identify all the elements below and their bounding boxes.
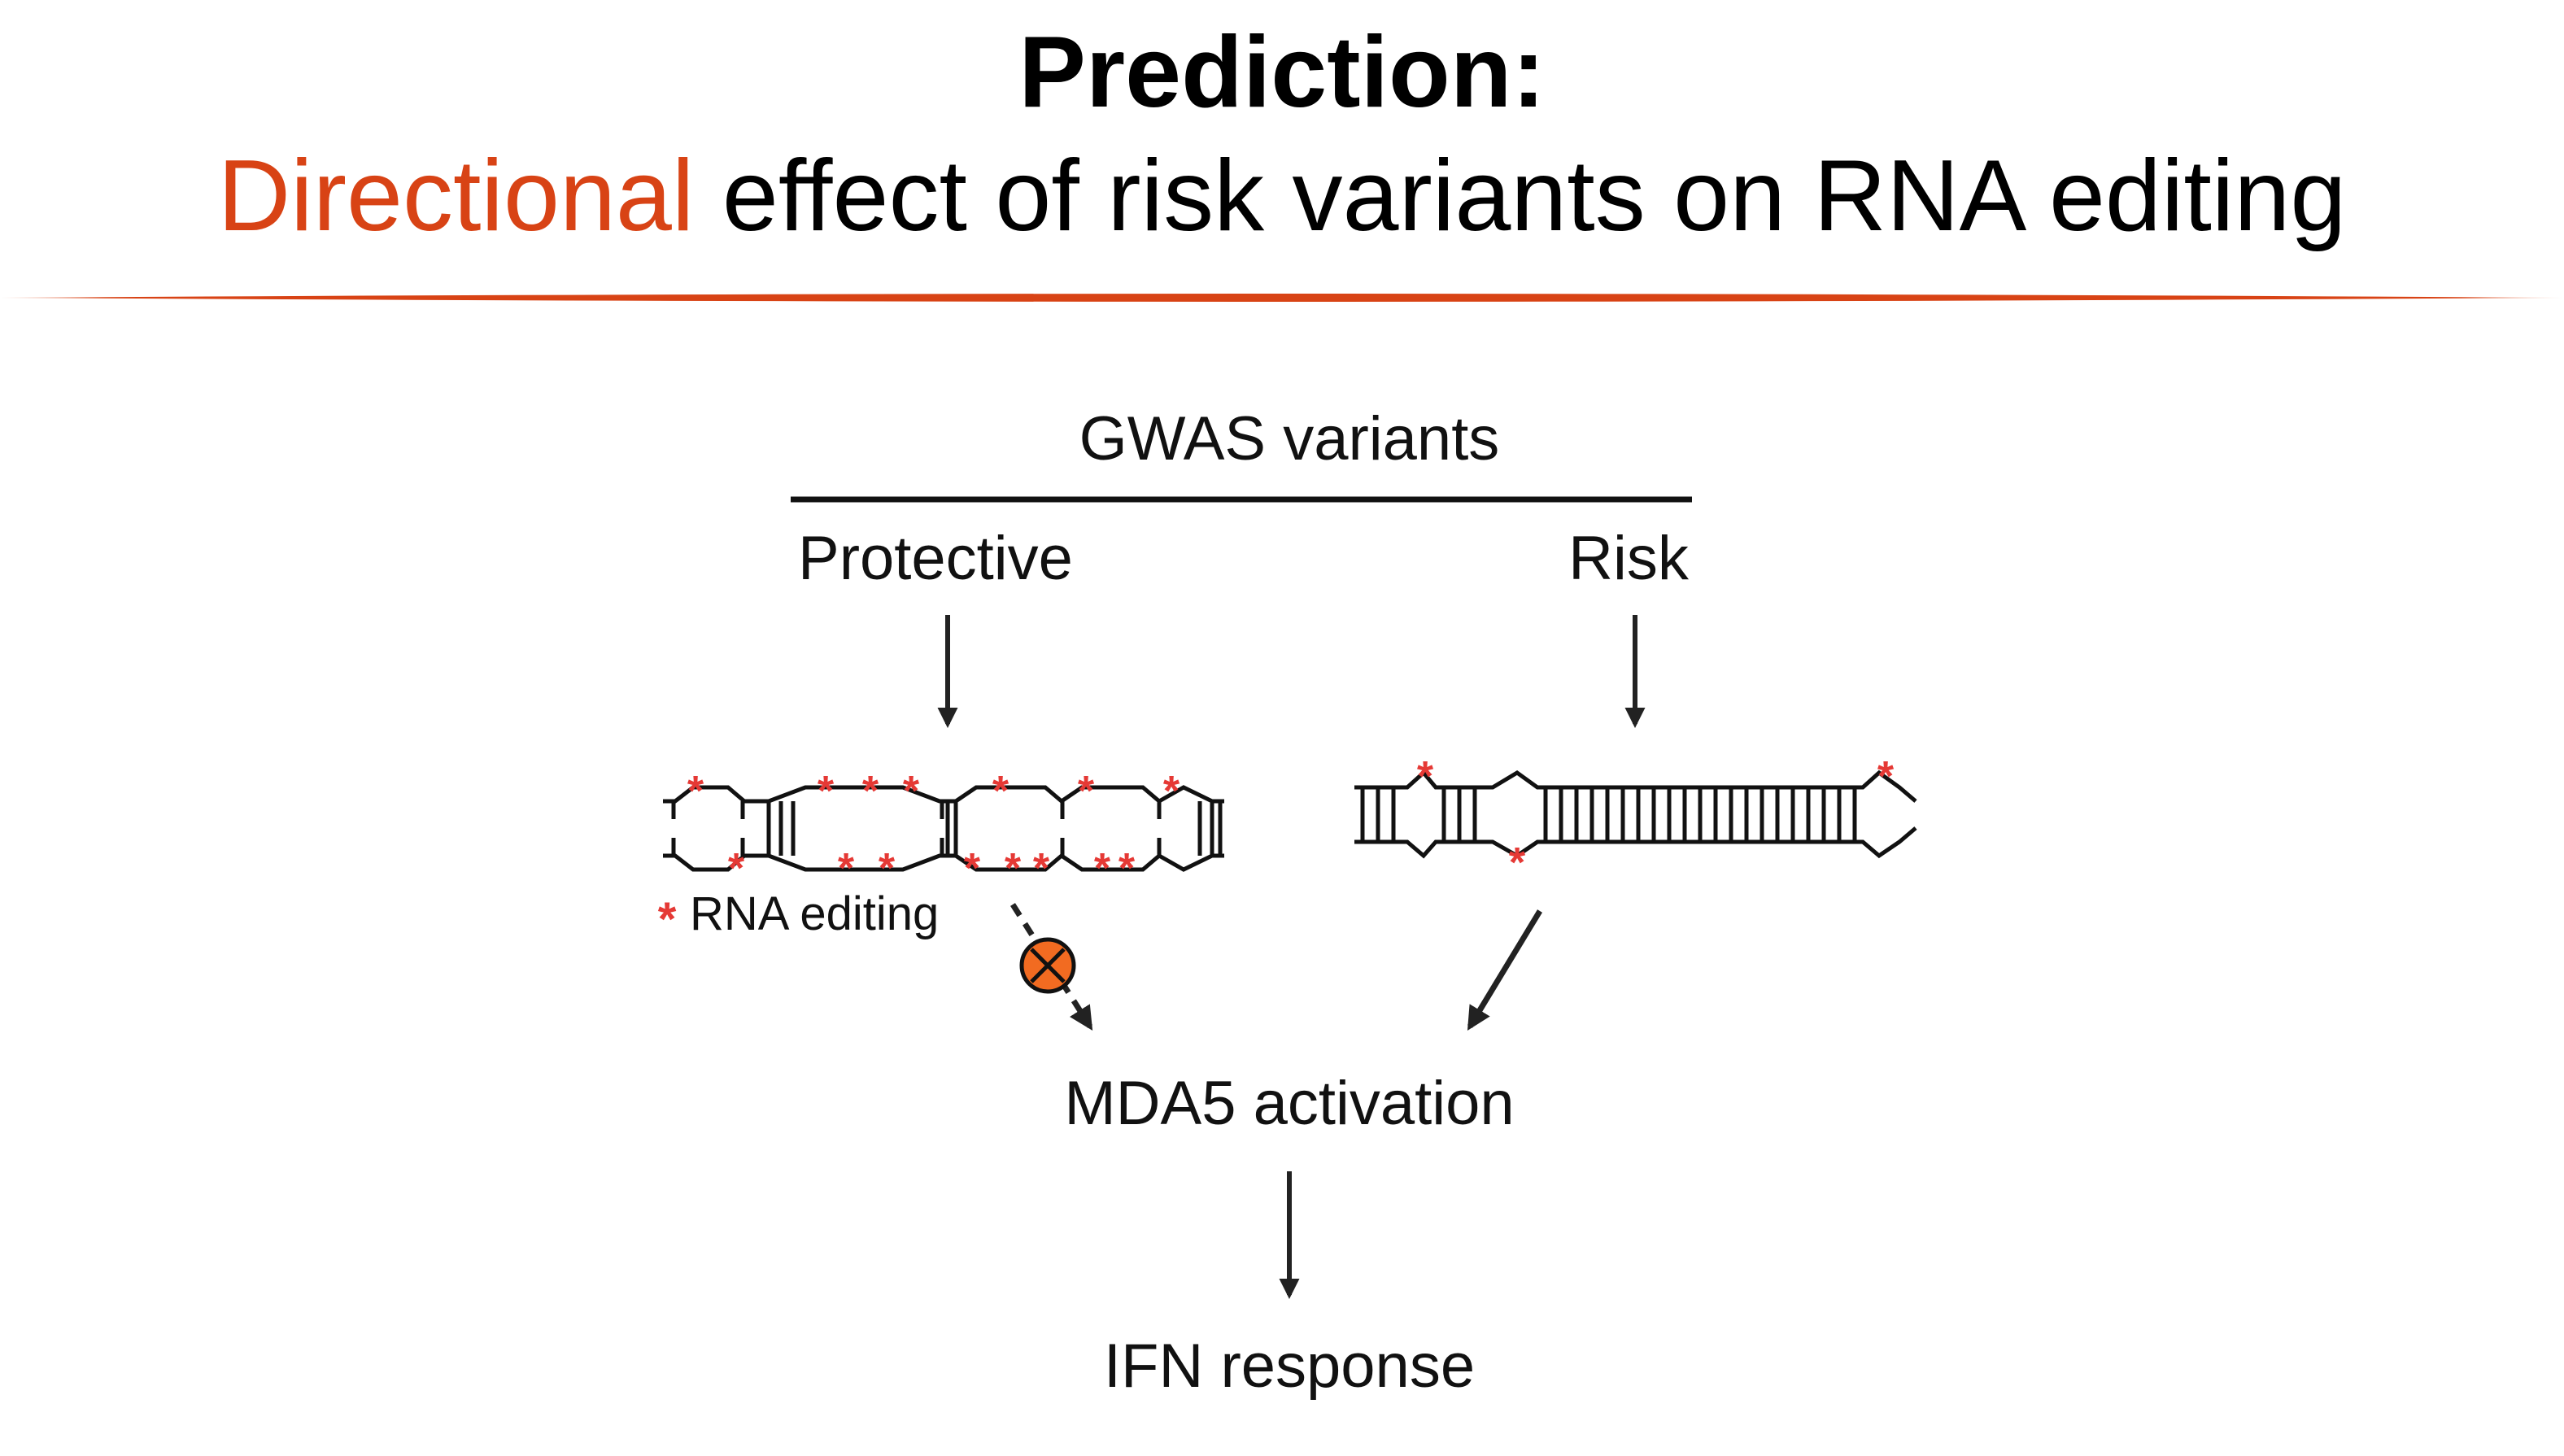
svg-text:*: * bbox=[862, 768, 879, 815]
svg-text:*: * bbox=[1163, 768, 1180, 815]
slide-title-bold: Prediction bbox=[1018, 16, 1512, 129]
ifn-label: IFN response bbox=[1104, 1332, 1475, 1401]
risk-label: Risk bbox=[1568, 524, 1690, 593]
svg-text:*: * bbox=[1509, 839, 1526, 887]
protective-dsrna-structure bbox=[663, 785, 1224, 872]
risk-dsrna-structure bbox=[1354, 769, 1917, 859]
slide-title-line1: Prediction: bbox=[0, 15, 2564, 130]
svg-text:*: * bbox=[818, 768, 835, 815]
svg-text:*: * bbox=[1417, 753, 1434, 800]
svg-text:*: * bbox=[964, 845, 981, 892]
slide-title-line2: Directional effect of risk variants on R… bbox=[0, 138, 2564, 254]
risk-to-mda5-arrow bbox=[1467, 909, 1542, 1031]
slide-title-rest: effect of risk variants on RNA editing bbox=[694, 140, 2347, 252]
svg-text:*: * bbox=[1118, 845, 1136, 892]
svg-text:*: * bbox=[879, 845, 896, 892]
slide-title-highlight: Directional bbox=[217, 140, 695, 252]
svg-text:*: * bbox=[992, 768, 1009, 815]
title-underline bbox=[0, 294, 2564, 302]
risk-edit-marks: * * * bbox=[1417, 753, 1895, 887]
legend-label: RNA editing bbox=[690, 887, 939, 940]
svg-text:*: * bbox=[728, 845, 745, 892]
svg-text:*: * bbox=[1078, 768, 1095, 815]
slide-title-colon: : bbox=[1511, 16, 1546, 129]
protective-edit-marks: * * * * * * * * * * * * * * * bbox=[687, 768, 1180, 892]
svg-text:*: * bbox=[903, 768, 920, 815]
mda5-label: MDA5 activation bbox=[1064, 1069, 1514, 1138]
svg-text:*: * bbox=[687, 768, 704, 815]
protective-label: Protective bbox=[798, 524, 1073, 593]
gwas-header: GWAS variants bbox=[1079, 404, 1500, 473]
svg-text:*: * bbox=[838, 845, 855, 892]
svg-text:*: * bbox=[1877, 753, 1895, 800]
svg-text:*: * bbox=[1033, 845, 1050, 892]
inhibition-icon bbox=[1019, 937, 1076, 994]
svg-text:*: * bbox=[1094, 845, 1111, 892]
legend-asterisk: * bbox=[658, 893, 677, 946]
svg-text:*: * bbox=[1005, 845, 1022, 892]
